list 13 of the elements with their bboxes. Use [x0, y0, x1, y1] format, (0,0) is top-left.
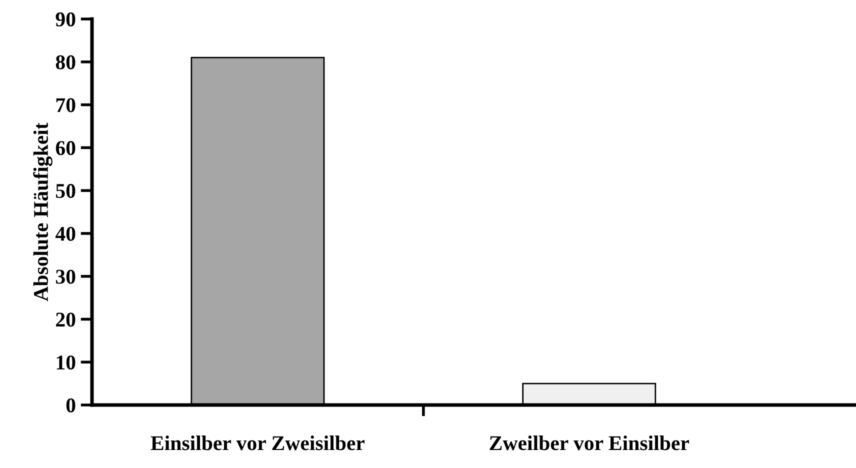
y-tick-label: 30: [56, 270, 76, 284]
y-axis-title: Absolute Häufigkeit: [33, 122, 52, 302]
y-tick-label: 10: [56, 355, 76, 370]
y-tick-label: 90: [56, 12, 76, 26]
x-tick-label: Zweilber vor Einsilber: [490, 436, 690, 450]
y-tick-label: 40: [55, 226, 76, 241]
y-tick-label: 0: [66, 398, 76, 412]
y-tick-label: 50: [56, 184, 76, 198]
y-tick-label: 70: [56, 98, 76, 112]
y-tick-label: 20: [56, 312, 76, 327]
y-tick-label: 80: [56, 55, 76, 70]
x-tick-label: Einsilber vor Zweisilber: [150, 436, 365, 450]
y-tick-label: 60: [56, 141, 76, 156]
